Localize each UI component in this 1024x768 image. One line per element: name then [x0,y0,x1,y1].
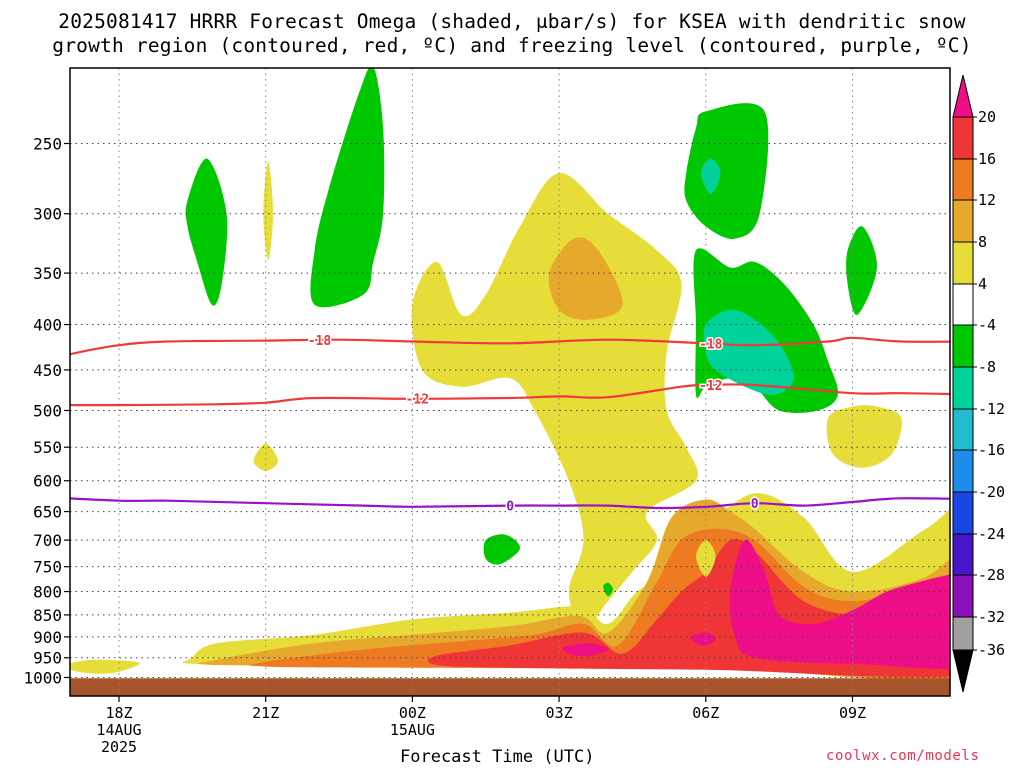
x-tick-label: 06Z [692,704,719,722]
contour-label--12: -12 [406,393,429,408]
omega-region-4 [826,405,902,468]
colorbar-swatch [952,158,974,201]
x-tick-date: 14AUG [96,721,141,739]
colorbar-swatch [952,283,974,326]
contour-label-0: 0 [506,500,514,515]
y-tick-label: 650 [33,503,62,522]
omega-region--4 [185,158,228,306]
omega-region--4 [846,226,877,316]
x-axis-label: Forecast Time (UTC) [400,747,595,767]
omega-region-4 [411,172,698,629]
colorbar-swatch [952,574,974,618]
colorbar-swatch [952,324,974,368]
colorbar-label: -32 [978,608,1005,626]
site-credit: coolwx.com/models [826,748,980,764]
omega-region--4 [483,534,521,565]
colorbar-arrow-top [952,74,974,118]
colorbar-label: 12 [978,191,996,209]
contour-label--18: -18 [699,338,723,353]
y-tick-label: 600 [33,472,62,491]
y-tick-label: 800 [33,583,62,602]
omega-region--8 [703,309,794,396]
colorbar-label: -24 [978,525,1005,543]
dotted-grid [70,68,950,696]
colorbar-label: -12 [978,400,1005,418]
omega-region-4 [70,659,140,674]
colorbar: 20 16 12 8 4 -4 -8 -12 -16 -20 -24 -28 -32 -36 [952,74,1005,693]
y-tick-label: 750 [33,558,62,577]
colorbar-swatch [952,533,974,576]
colorbar-swatch [952,616,974,651]
y-tick-label: 1000 [23,669,62,688]
chart-title-line-2: growth region (contoured, red, ºC) and f… [52,34,972,57]
x-tick-label: 18Z [105,704,132,722]
ground-terrain [70,678,950,696]
y-tick-label: 550 [33,438,62,457]
y-tick-label: 700 [33,531,62,550]
y-tick-label: 350 [33,264,62,283]
contour-line-0 [70,497,950,510]
colorbar-label: -28 [978,566,1005,584]
x-tick-label: 21Z [252,704,279,722]
contour-label-0: 0 [751,497,759,512]
y-tick-label: 450 [33,361,62,380]
omega-region-4 [263,161,273,260]
y-tick-label: 300 [33,205,62,224]
colorbar-swatch [952,408,974,451]
y-tick-label: 250 [33,135,62,154]
plot-frame [69,67,951,697]
contour-line--12 [70,383,950,407]
x-tick-date: 15AUG [390,721,435,739]
colorbar-label: 16 [978,150,996,168]
y-tick-label: 500 [33,402,62,421]
colorbar-swatch [952,116,974,160]
colorbar-label: -20 [978,483,1005,501]
x-tick-year: 2025 [101,738,137,756]
colorbar-swatch [952,491,974,535]
colorbar-swatch [952,241,974,285]
omega-region-20 [562,643,608,656]
colorbar-label: -4 [978,316,996,334]
colorbar-swatch [952,366,974,410]
x-tick-label: 03Z [546,704,573,722]
ground-strip [70,678,950,696]
colorbar-label: -8 [978,358,996,376]
y-tick-label: 850 [33,606,62,625]
colorbar-label: 4 [978,275,987,293]
omega-region-20 [729,540,950,669]
colorbar-swatch [952,199,974,243]
omega-region-20 [690,632,716,646]
y-axis-ticks: 250 300 350 400 450 500 550 600 650 700 750 800 850 9… [23,135,70,688]
colorbar-label: -36 [978,641,1005,659]
chart-title-line-1: 2025081417 HRRR Forecast Omega (shaded, … [58,10,966,33]
y-tick-label: 400 [33,316,62,335]
omega-region--4 [684,103,769,239]
contour-lines: -18 -18 -12 -12 0 0 [70,332,950,516]
contour-label--12: -12 [699,379,722,394]
colorbar-label: 8 [978,233,987,251]
colorbar-arrow-bottom [952,649,974,693]
omega-region--4 [310,68,385,308]
y-tick-label: 950 [33,649,62,668]
y-tick-label: 900 [33,628,62,647]
x-tick-label: 00Z [399,704,426,722]
omega-region--4 [603,582,613,597]
colorbar-swatch [952,449,974,493]
x-tick-label: 09Z [839,704,866,722]
contour-line--18 [70,336,950,356]
omega-region-8 [548,237,623,320]
colorbar-label: 20 [978,108,996,126]
omega-region-4 [253,443,278,471]
contour-label--18: -18 [308,334,332,349]
colorbar-label: -16 [978,441,1005,459]
